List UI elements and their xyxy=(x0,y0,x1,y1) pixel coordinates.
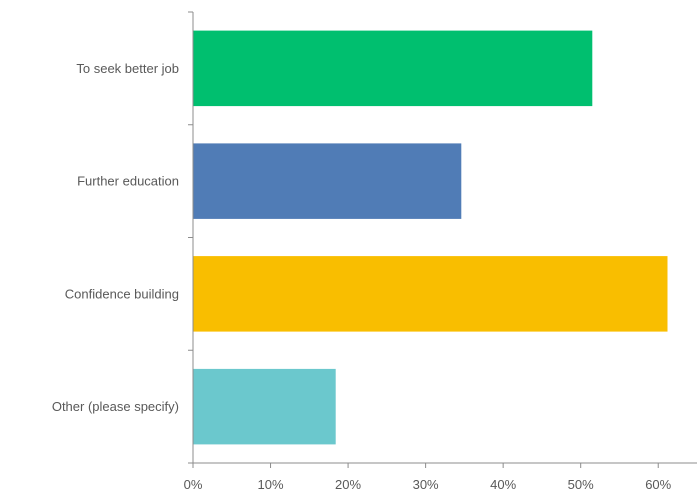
category-label-2: Confidence building xyxy=(65,286,179,301)
bar-3 xyxy=(193,368,336,445)
x-tick-label-4: 40% xyxy=(490,477,516,492)
x-tick-label-0: 0% xyxy=(184,477,203,492)
category-label-3: Other (please specify) xyxy=(52,399,179,414)
x-tick-label-3: 30% xyxy=(413,477,439,492)
x-tick-label-1: 10% xyxy=(258,477,284,492)
bar-2 xyxy=(193,256,668,332)
x-ticks: 0% 10% 20% 30% 40% 50% 60% xyxy=(184,463,672,492)
category-label-1: Further education xyxy=(77,174,179,189)
x-tick-label-6: 60% xyxy=(645,477,671,492)
x-tick-label-2: 20% xyxy=(335,477,361,492)
bars-group xyxy=(193,30,668,445)
y-ticks xyxy=(188,11,193,464)
bar-1 xyxy=(193,143,462,219)
bar-0 xyxy=(193,30,593,107)
category-label-0: To seek better job xyxy=(76,61,179,76)
x-tick-label-5: 50% xyxy=(568,477,594,492)
category-labels: To seek better job Further education Confi… xyxy=(52,61,179,414)
